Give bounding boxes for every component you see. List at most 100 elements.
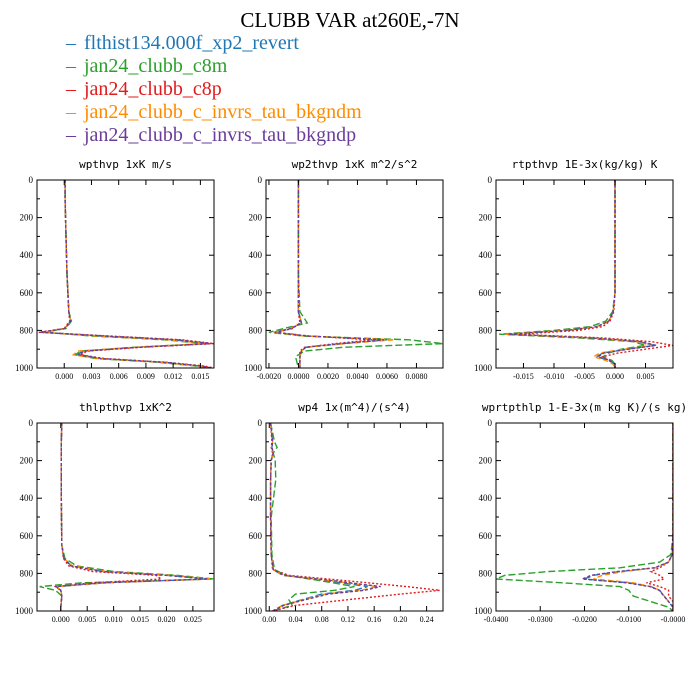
x-tick-label: 0.006: [110, 372, 128, 381]
x-tick-label: -0.0200: [572, 615, 597, 624]
y-tick-label: 200: [20, 456, 34, 466]
x-tick-label: 0.0080: [405, 372, 427, 381]
series-line: [274, 180, 385, 368]
y-tick-label: 400: [249, 250, 263, 260]
x-tick-label: 0.005: [78, 615, 96, 624]
y-tick-label: 0: [29, 175, 34, 185]
y-tick-label: 1000: [15, 606, 34, 616]
series-line: [269, 423, 381, 611]
panel-title: thlpthvp 1xK^2: [79, 401, 172, 414]
series-line: [517, 180, 673, 368]
legend-label: jan24_clubb_c8m: [84, 55, 228, 77]
legend-entry: – jan24_clubb_c8p: [66, 78, 362, 101]
panel-title: wprtpthlp 1-E-3x(m kg K)/(s kg): [482, 401, 687, 414]
x-tick-label: -0.0400: [484, 615, 509, 624]
panel: rtpthvp 1E-3x(kg/kg) K 0 200 400 600 800 1000 -…: [474, 158, 674, 381]
y-tick-label: 0: [488, 175, 493, 185]
legend-dash: –: [66, 32, 76, 54]
y-tick-label: 800: [249, 568, 263, 578]
x-tick-label: -0.015: [513, 372, 534, 381]
y-tick-label: 200: [20, 213, 34, 223]
panel-title: rtpthvp 1E-3x(kg/kg) K: [512, 158, 658, 171]
x-tick-label: 0.000: [55, 372, 73, 381]
x-tick-label: 0.20: [393, 615, 407, 624]
x-tick-label: 0.0000: [287, 372, 309, 381]
series-line: [508, 180, 657, 368]
legend-dash: –: [66, 78, 76, 100]
y-tick-label: 200: [479, 213, 493, 223]
y-tick-label: 400: [20, 493, 34, 503]
legend-label: jan24_clubb_c_invrs_tau_bkgndm: [84, 101, 362, 123]
y-tick-label: 400: [20, 250, 34, 260]
x-tick-label: 0.015: [131, 615, 149, 624]
y-tick-label: 1000: [474, 363, 493, 373]
panel: wpthvp 1xK m/s 0 200 400 600 800 1000 0.000 0.00…: [15, 158, 215, 381]
y-tick-label: 1000: [244, 363, 263, 373]
legend-entry: – jan24_clubb_c8m: [66, 55, 362, 78]
x-tick-label: 0.015: [191, 372, 209, 381]
legend: – flthist134.000f_xp2_revert – jan24_clubb…: [66, 32, 362, 147]
x-tick-label: 0.025: [184, 615, 202, 624]
y-tick-label: 600: [479, 531, 493, 541]
y-tick-label: 600: [249, 288, 263, 298]
plot-frame: [265, 179, 444, 369]
legend-dash: –: [66, 55, 76, 77]
panel-title: wpthvp 1xK m/s: [79, 158, 172, 171]
x-tick-label: 0.00: [262, 615, 276, 624]
y-tick-label: 800: [20, 568, 34, 578]
series-line: [276, 180, 373, 368]
y-tick-label: 1000: [15, 363, 34, 373]
y-tick-label: 800: [479, 568, 493, 578]
series-line: [646, 423, 673, 611]
y-tick-label: 0: [258, 418, 263, 428]
plot-frame: [495, 179, 674, 369]
x-tick-label: 0.12: [341, 615, 355, 624]
x-tick-label: 0.012: [164, 372, 182, 381]
panel: thlpthvp 1xK^2 0 200 400 600 800 1000 0.000 0.00…: [15, 401, 215, 624]
y-tick-label: 800: [479, 325, 493, 335]
x-tick-label: -0.0100: [616, 615, 641, 624]
legend-label: flthist134.000f_xp2_revert: [84, 32, 299, 54]
series-line: [269, 423, 355, 611]
y-tick-label: 200: [249, 456, 263, 466]
x-tick-label: 0.000: [606, 372, 624, 381]
y-tick-label: 1000: [244, 606, 263, 616]
y-tick-label: 400: [249, 493, 263, 503]
panel-title: wp4 1x(m^4)/(s^4): [298, 401, 411, 414]
y-tick-label: 400: [479, 250, 493, 260]
figure-title: CLUBB VAR at260E,-7N: [240, 8, 460, 32]
y-tick-label: 0: [258, 175, 263, 185]
x-tick-label: 0.16: [367, 615, 381, 624]
legend-entry: – jan24_clubb_c_invrs_tau_bkgndp: [66, 124, 362, 147]
x-tick-label: 0.08: [315, 615, 329, 624]
x-tick-label: -0.005: [574, 372, 595, 381]
y-tick-label: 600: [20, 288, 34, 298]
x-tick-label: 0.000: [52, 615, 70, 624]
series-line: [505, 180, 655, 368]
x-tick-label: -0.0000: [661, 615, 686, 624]
y-tick-label: 600: [479, 288, 493, 298]
legend-entry: – flthist134.000f_xp2_revert: [66, 32, 362, 55]
series-line: [593, 423, 673, 611]
x-tick-label: 0.24: [420, 615, 434, 624]
panel: wprtpthlp 1-E-3x(m kg K)/(s kg) 0 200 400 60…: [474, 401, 687, 624]
y-tick-label: 600: [249, 531, 263, 541]
y-tick-label: 0: [29, 418, 34, 428]
x-tick-label: 0.003: [82, 372, 100, 381]
legend-dash: –: [66, 124, 76, 146]
x-tick-label: 0.009: [137, 372, 155, 381]
x-tick-label: 0.020: [157, 615, 175, 624]
x-tick-label: -0.0020: [257, 372, 282, 381]
y-tick-label: 200: [249, 213, 263, 223]
x-tick-label: 0.0060: [376, 372, 398, 381]
legend-label: jan24_clubb_c8p: [84, 78, 222, 100]
y-tick-label: 400: [479, 493, 493, 503]
y-tick-label: 800: [249, 325, 263, 335]
panel: wp2thvp 1xK m^2/s^2 0 200 400 600 800 1000-0.0…: [244, 158, 444, 381]
panel-title: wp2thvp 1xK m^2/s^2: [292, 158, 418, 171]
y-tick-label: 0: [488, 418, 493, 428]
x-tick-label: 0.04: [289, 615, 303, 624]
x-tick-label: 0.0040: [346, 372, 368, 381]
